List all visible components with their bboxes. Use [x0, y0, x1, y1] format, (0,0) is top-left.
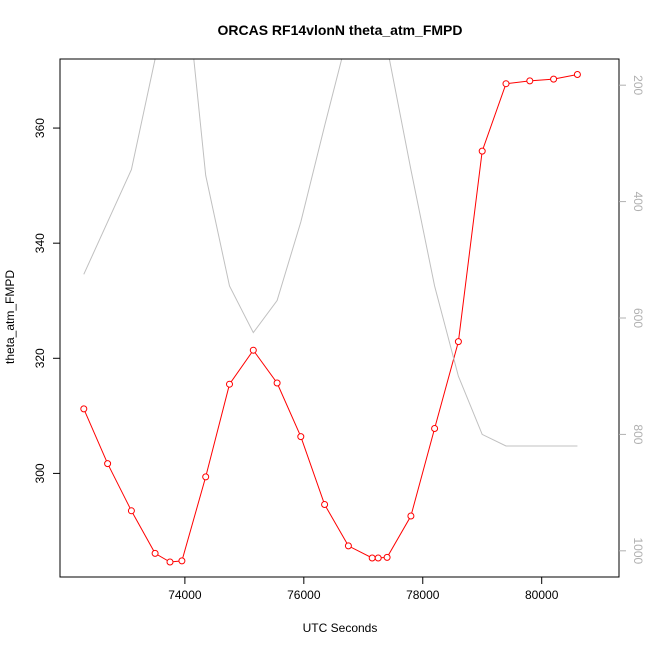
data-point: [407, 512, 415, 520]
data-point: [151, 549, 159, 557]
y2-tick-label: 600: [631, 308, 645, 328]
data-point: [368, 554, 376, 562]
y-tick-label: 320: [33, 348, 47, 368]
secondary-series-line: [83, 59, 578, 447]
data-point: [80, 405, 88, 413]
primary-series-line: [83, 74, 578, 563]
y-tick-label: 360: [33, 118, 47, 138]
data-point: [478, 147, 486, 155]
data-point: [374, 554, 382, 562]
y-tick-label: 300: [33, 463, 47, 483]
plot-frame: [59, 58, 620, 578]
data-point: [178, 557, 186, 565]
data-point: [166, 558, 174, 566]
plot-area: 74000 76000 78000 80000 300 320 340 360 200 400 60…: [33, 58, 645, 602]
data-point: [127, 507, 135, 515]
data-point: [431, 425, 439, 432]
x-tick-label: 78000: [406, 588, 440, 602]
y-axis-label: theta_atm_FMPD: [3, 270, 17, 364]
data-point: [344, 542, 352, 550]
data-point: [550, 75, 558, 83]
chart-title: ORCAS RF14vlonN theta_atm_FMPD: [217, 22, 462, 38]
x-axis-label: UTC Seconds: [303, 621, 378, 635]
data-point: [526, 77, 534, 85]
data-point: [573, 71, 581, 78]
y2-tick-label: 1000: [631, 537, 645, 564]
data-point: [273, 379, 281, 387]
data-point: [297, 433, 305, 441]
data-point: [202, 473, 210, 481]
y2-tick-label: 400: [631, 192, 645, 212]
y-tick-label: 340: [33, 233, 47, 253]
y2-tick-label: 200: [631, 75, 645, 95]
data-point: [454, 338, 462, 346]
x-tick-label: 74000: [168, 588, 202, 602]
data-point: [502, 80, 510, 88]
x-tick-label: 76000: [287, 588, 321, 602]
data-point: [249, 346, 257, 354]
data-point: [226, 380, 233, 388]
data-point: [104, 460, 112, 468]
y2-tick-label: 800: [631, 424, 645, 444]
data-point: [321, 501, 329, 508]
x-tick-label: 80000: [525, 588, 559, 602]
data-point: [383, 553, 391, 561]
